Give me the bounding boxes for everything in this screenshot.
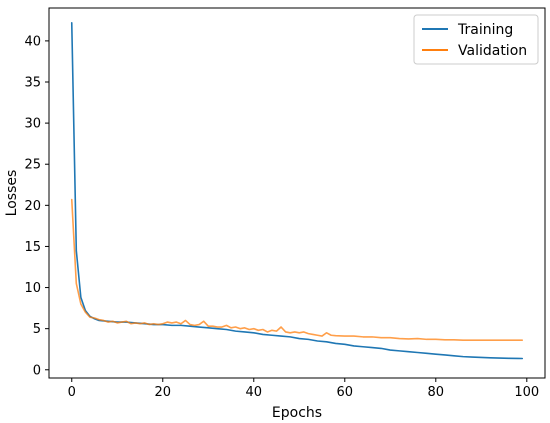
y-axis-ticks: 0 5 10 15 20 25 30 35 40 bbox=[24, 34, 49, 378]
y-tick-label: 40 bbox=[24, 34, 41, 49]
x-axis-ticks: 0 20 40 60 80 100 bbox=[68, 378, 539, 400]
legend: Training Validation bbox=[413, 14, 539, 65]
x-axis-label: Epochs bbox=[272, 405, 322, 421]
x-tick-label: 80 bbox=[428, 385, 445, 400]
y-tick-label: 0 bbox=[33, 363, 41, 378]
legend-label-training: Training bbox=[457, 22, 513, 38]
y-tick-label: 15 bbox=[24, 240, 41, 255]
y-tick-label: 5 bbox=[33, 322, 41, 337]
x-tick-label: 20 bbox=[154, 385, 171, 400]
y-tick-label: 30 bbox=[24, 117, 41, 132]
plot-frame bbox=[48, 7, 546, 379]
legend-box bbox=[413, 14, 539, 65]
y-tick-label: 25 bbox=[24, 158, 41, 173]
x-tick-label: 40 bbox=[245, 385, 262, 400]
x-tick-label: 100 bbox=[514, 385, 539, 400]
y-tick-label: 10 bbox=[24, 281, 41, 296]
plot-lines bbox=[70, 21, 524, 360]
series-line-validation bbox=[70, 198, 524, 341]
x-tick-label: 0 bbox=[68, 385, 76, 400]
legend-label-validation: Validation bbox=[458, 43, 527, 59]
y-tick-label: 35 bbox=[24, 76, 41, 91]
x-tick-label: 60 bbox=[337, 385, 354, 400]
y-tick-label: 20 bbox=[24, 199, 41, 214]
y-axis-label: Losses bbox=[4, 170, 20, 217]
